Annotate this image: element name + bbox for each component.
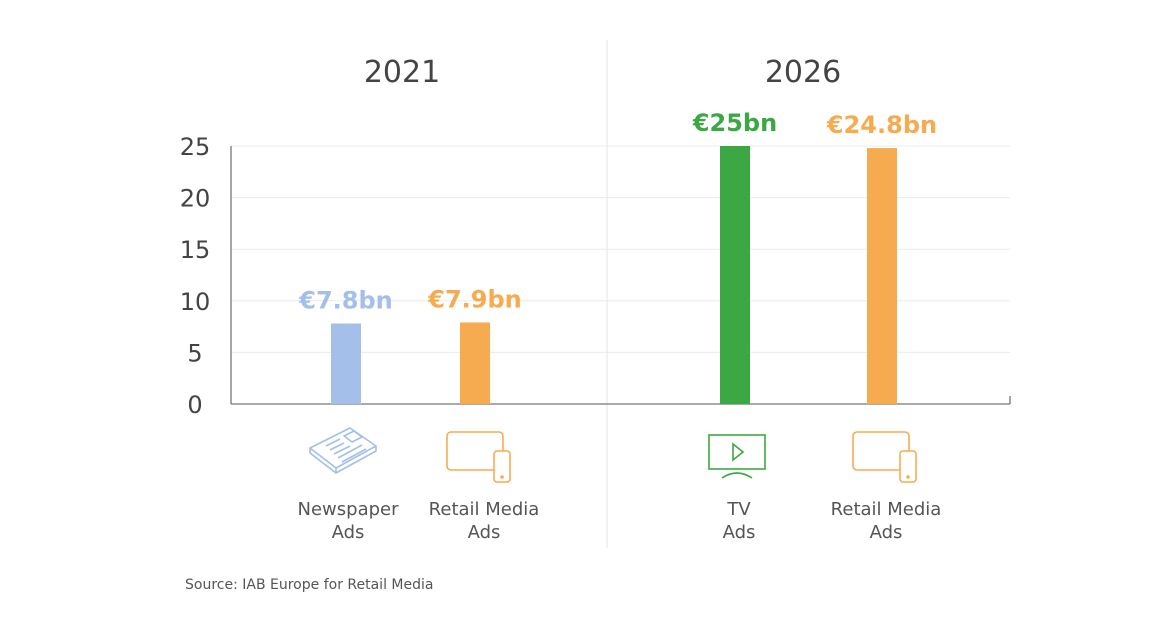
devices-icon <box>852 431 917 483</box>
bar-value-label: €25bn <box>692 109 777 137</box>
bar-value-label: €7.8bn <box>298 287 392 315</box>
y-tick-label: 20 <box>180 185 211 213</box>
category-label-newspaper: Newspaper Ads <box>297 499 399 543</box>
bar-value-label: €24.8bn <box>826 111 937 139</box>
y-tick-label: 0 <box>187 391 202 419</box>
y-tick-label: 5 <box>187 339 202 367</box>
newspaper-icon <box>309 427 377 474</box>
bar <box>867 148 897 404</box>
category-label-retail-2021: Retail Media Ads <box>428 499 540 543</box>
category-label-retail-2026: Retail Media Ads <box>830 499 942 543</box>
bar <box>331 323 361 404</box>
panel-title: 2026 <box>765 55 841 90</box>
y-tick-label: 25 <box>180 133 211 161</box>
bar <box>720 146 750 404</box>
category-label-tv: TV Ads <box>722 499 756 543</box>
y-tick-label: 15 <box>180 236 211 264</box>
panel-title: 2021 <box>364 55 440 90</box>
bar <box>460 322 490 404</box>
tv-icon <box>708 434 766 479</box>
devices-icon <box>446 431 511 483</box>
y-tick-label: 10 <box>180 288 211 316</box>
bar-value-label: €7.9bn <box>427 285 521 313</box>
source-note: Source: IAB Europe for Retail Media <box>185 577 434 593</box>
